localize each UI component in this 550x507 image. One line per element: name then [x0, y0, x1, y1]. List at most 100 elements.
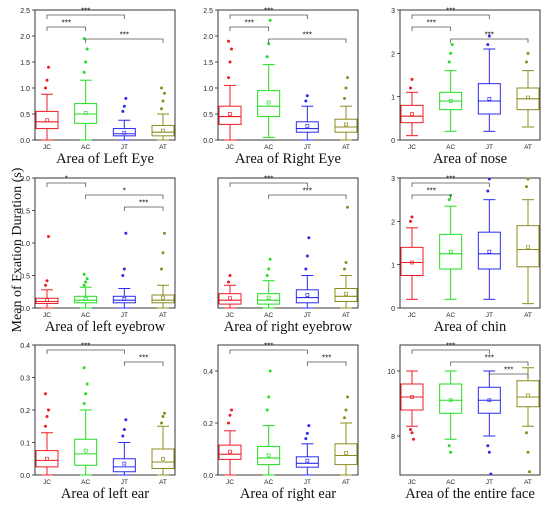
panel-title: Area of Left Eye — [56, 151, 154, 167]
outlier-point — [265, 408, 269, 412]
mean-marker — [122, 461, 127, 466]
y-tick-label: 0.0 — [20, 473, 30, 480]
mean-marker — [266, 295, 271, 300]
significance-label: *** — [62, 19, 71, 28]
x-tick-label: AT — [342, 144, 350, 151]
box-AC — [439, 43, 463, 132]
box-AC — [257, 369, 281, 476]
significance-bracket: *** — [85, 31, 164, 43]
significance-bracket: *** — [411, 187, 452, 199]
y-tick-label: 1.0 — [20, 241, 30, 248]
x-tick-label: AC — [81, 479, 90, 486]
outlier-point — [267, 42, 271, 46]
box-iqr — [112, 128, 136, 137]
box-JC — [400, 77, 424, 137]
mean-marker — [410, 112, 414, 116]
x-tick-label: AC — [446, 479, 455, 486]
outlier-point — [265, 274, 269, 277]
plot-frame — [399, 344, 541, 476]
significance-bracket: *** — [268, 31, 347, 43]
significance-bracket: *** — [411, 342, 490, 354]
outlier-point — [343, 267, 346, 271]
significance-bracket: *** — [450, 354, 529, 366]
mean-marker — [305, 458, 310, 463]
panel-title: Area of right eyebrow — [224, 319, 353, 335]
x-tick-label: JT — [486, 312, 493, 319]
x-tick-label: AT — [342, 312, 350, 319]
outlier-point — [228, 413, 232, 417]
outlier-point — [163, 91, 166, 95]
outlier-point — [160, 86, 163, 90]
box-JC — [400, 370, 424, 441]
plot-frame — [34, 177, 176, 309]
x-tick-label: JC — [226, 479, 234, 486]
outlier-point — [304, 267, 308, 271]
panel-3: 0 1 2 3 JC AC JT AT *** *** *** Area of nose — [391, 7, 541, 167]
significance-bracket: *** — [46, 7, 125, 19]
outlier-point — [44, 283, 47, 287]
x-tick-label: JT — [486, 144, 493, 151]
mean-marker — [266, 453, 271, 458]
mean-marker — [45, 456, 49, 461]
bracket-line — [123, 206, 164, 211]
outlier-point — [305, 94, 309, 98]
significance-label: *** — [446, 7, 455, 16]
x-tick-label: JT — [121, 312, 128, 319]
significance-label: *** — [81, 342, 90, 351]
box-JC — [218, 274, 242, 309]
plot-frame — [217, 344, 359, 476]
box-iqr — [218, 444, 242, 460]
outlier-point — [47, 235, 50, 238]
box-JC — [218, 39, 242, 141]
bracket-line — [411, 349, 490, 354]
outlier-point — [344, 86, 348, 90]
mean-marker — [45, 298, 49, 303]
significance-label: *** — [303, 187, 312, 196]
outlier-point — [410, 431, 414, 435]
outlier-point — [409, 86, 412, 90]
significance-label: *** — [446, 175, 455, 184]
outlier-point — [82, 37, 86, 41]
bracket-line — [229, 14, 308, 19]
outlier-point — [227, 39, 230, 43]
box-iqr — [257, 90, 281, 118]
bracket-line — [488, 373, 529, 378]
y-tick-label: 2.5 — [203, 8, 213, 15]
box-AT — [151, 231, 175, 309]
significance-bracket: * — [85, 187, 164, 199]
outlier-point — [122, 428, 126, 431]
significance-bracket: *** — [268, 187, 347, 199]
mean-marker — [487, 398, 492, 403]
outlier-point — [228, 274, 232, 277]
significance-bracket: * — [46, 175, 87, 187]
box-iqr — [151, 448, 175, 469]
box-JC — [35, 392, 59, 476]
x-tick-label: AT — [159, 144, 167, 151]
outlier-point — [82, 366, 86, 370]
significance-label: *** — [81, 7, 90, 16]
outlier-point — [525, 431, 528, 435]
bracket-line — [411, 194, 452, 199]
significance-bracket: *** — [411, 175, 490, 187]
outlier-point — [304, 437, 308, 441]
y-tick-label: 1 — [391, 263, 395, 270]
outlier-point — [304, 99, 308, 103]
box-iqr — [35, 297, 59, 304]
mean-marker — [305, 124, 310, 128]
x-tick-label: JC — [226, 144, 234, 151]
outlier-point — [82, 283, 86, 287]
outlier-point — [346, 205, 349, 209]
box-AC — [74, 272, 98, 309]
x-tick-label: AC — [81, 312, 90, 319]
bracket-line — [229, 26, 270, 31]
mean-marker — [487, 96, 492, 101]
y-tick-label: 0.0 — [20, 306, 30, 313]
box-iqr — [257, 445, 281, 466]
mean-marker — [83, 297, 88, 301]
outlier-point — [161, 415, 165, 418]
significance-bracket: *** — [306, 354, 347, 366]
outlier-point — [307, 236, 311, 240]
y-tick-label: 1.5 — [20, 209, 30, 216]
outlier-point — [487, 34, 491, 38]
